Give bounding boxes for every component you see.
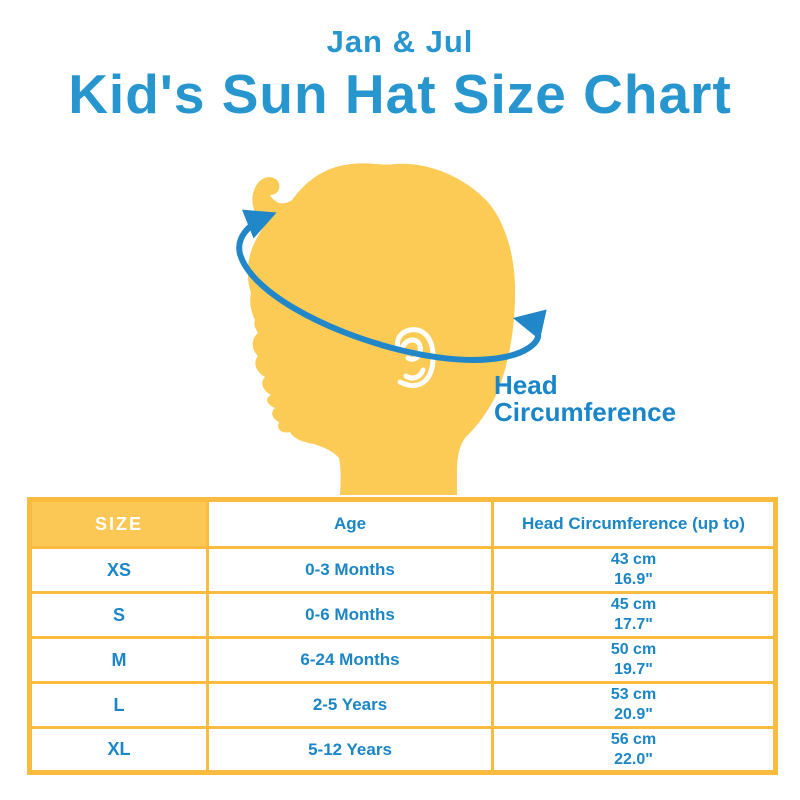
head-circumference-value: 50 cm 19.7" <box>491 636 777 684</box>
child-head-silhouette-graphic <box>236 163 547 495</box>
table-row-s: S 0-6 Months 45 cm 17.7" <box>28 591 777 639</box>
head-illustration <box>200 150 600 495</box>
cm-value: 53 cm <box>610 686 657 703</box>
cm-value: 43 cm <box>610 551 657 568</box>
size-table: SIZE Age Head Circumference (up to) XS 0… <box>27 497 778 775</box>
cm-value: 50 cm <box>610 641 657 658</box>
inches-value: 19.7" <box>614 661 653 678</box>
size-value: S <box>28 591 209 639</box>
cm-value: 45 cm <box>610 596 657 613</box>
column-header-head-circumference: Head Circumference (up to) <box>491 498 777 549</box>
column-header-size: SIZE <box>28 498 209 549</box>
inches-value: 17.7" <box>614 616 653 633</box>
column-header-age: Age <box>206 498 494 549</box>
table-row-xl: XL 5-12 Years 56 cm 22.0" <box>28 726 777 774</box>
table-row-m: M 6-24 Months 50 cm 19.7" <box>28 636 777 684</box>
size-value: XS <box>28 546 209 594</box>
head-silhouette <box>247 163 516 495</box>
inches-value: 22.0" <box>614 750 653 768</box>
age-value: 0-6 Months <box>206 591 494 639</box>
brand-title: Jan & Jul <box>326 24 474 59</box>
size-value: M <box>28 636 209 684</box>
inches-value: 16.9" <box>614 571 653 588</box>
head-circumference-value: 43 cm 16.9" <box>491 546 777 594</box>
head-circumference-label: Head Circumference <box>494 370 677 427</box>
page-title: Kid's Sun Hat Size Chart <box>68 63 732 125</box>
measuring-arrow-icon <box>236 209 547 363</box>
table-row-xs: XS 0-3 Months 43 cm 16.9" <box>28 546 777 594</box>
age-value: 6-24 Months <box>206 636 494 684</box>
table-row-l: L 2-5 Years 53 cm 20.9" <box>28 681 777 729</box>
size-value: L <box>28 681 209 729</box>
size-value: XL <box>28 726 209 774</box>
age-value: 0-3 Months <box>206 546 494 594</box>
cm-value: 56 cm <box>610 730 657 748</box>
age-value: 2-5 Years <box>206 681 494 729</box>
head-circumference-value: 53 cm 20.9" <box>491 681 777 729</box>
head-circumference-value: 56 cm 22.0" <box>491 726 777 774</box>
head-circumference-value: 45 cm 17.7" <box>491 591 777 639</box>
age-value: 5-12 Years <box>206 726 494 774</box>
table-header-row: SIZE Age Head Circumference (up to) <box>28 498 777 549</box>
inches-value: 20.9" <box>614 706 653 723</box>
